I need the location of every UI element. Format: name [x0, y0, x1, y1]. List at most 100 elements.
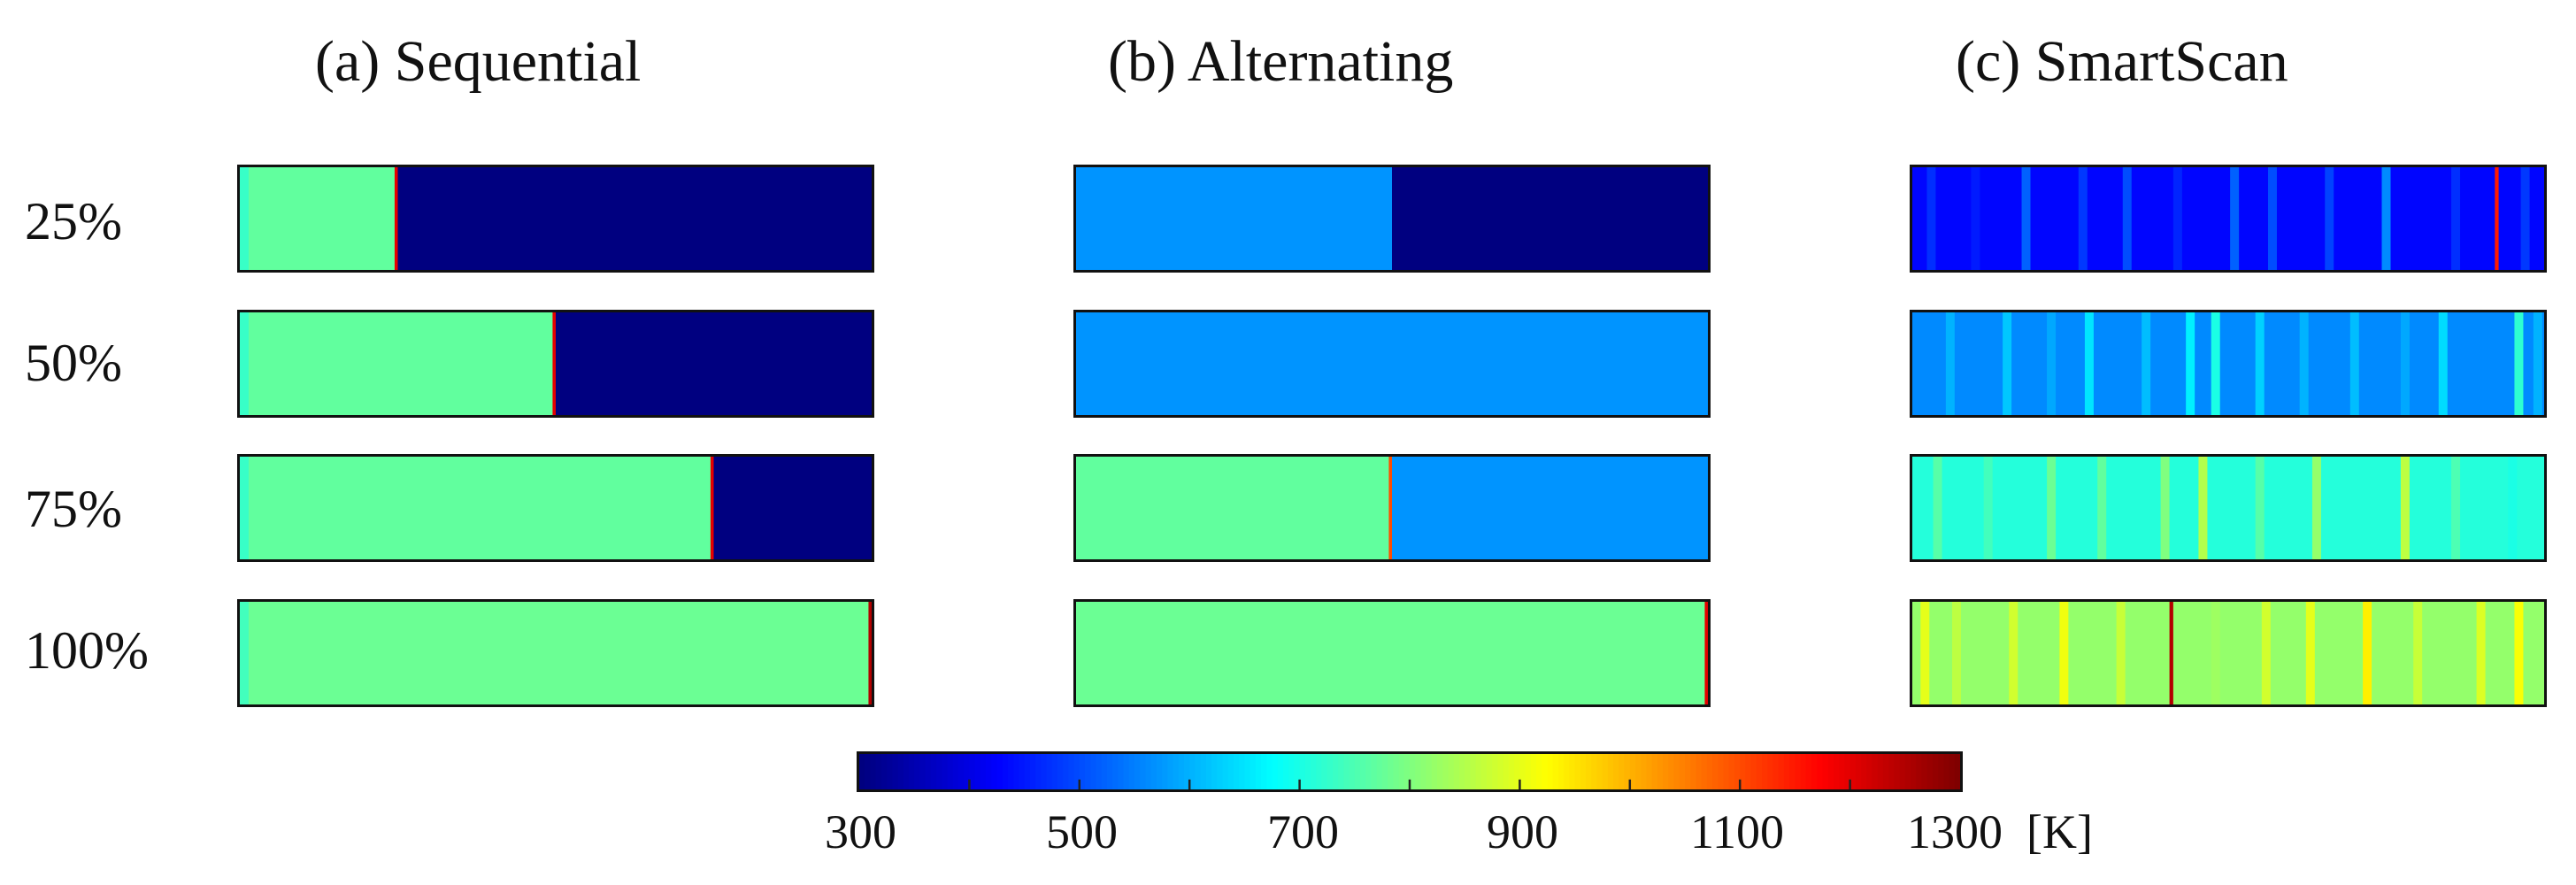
scan-stripe	[2451, 457, 2461, 559]
colorbar-segment	[1519, 754, 1526, 789]
colorbar-segment	[1403, 754, 1411, 789]
colorbar-segment	[1552, 754, 1559, 789]
colorbar-segment	[1458, 754, 1465, 789]
colorbar-segment	[1827, 754, 1834, 789]
colorbar-segment	[1619, 754, 1626, 789]
colorbar-segment	[1145, 754, 1152, 789]
colorbar-segment	[1029, 754, 1036, 789]
colorbar-segment	[1101, 754, 1108, 789]
start-edge-region	[240, 167, 249, 270]
sequential-map-50	[240, 312, 872, 415]
colorbar-segment	[1123, 754, 1130, 789]
colorbar-segment	[1861, 754, 1868, 789]
colorbar-segment	[1250, 754, 1257, 789]
sequential-strip-50	[237, 310, 874, 418]
smartscan-map-75	[1912, 457, 2544, 559]
scan-stripe	[2400, 312, 2410, 415]
colorbar-segment	[887, 754, 894, 789]
smartscan-strip-100	[1910, 599, 2547, 707]
colorbar-segment	[1233, 754, 1240, 789]
sequential-map-25	[240, 167, 872, 270]
colorbar-segment	[947, 754, 954, 789]
colorbar-segment	[1294, 754, 1301, 789]
colorbar-segment	[1332, 754, 1339, 789]
colorbar-segment	[1244, 754, 1251, 789]
scanned-region	[240, 602, 872, 704]
alternating-map-50	[1076, 312, 1708, 415]
scan-stripe	[1926, 167, 1936, 270]
colorbar-tick-1300: 1300	[1907, 805, 2003, 858]
colorbar-segment	[1701, 754, 1708, 789]
colorbar-segment	[1872, 754, 1879, 789]
colorbar-segment	[1415, 754, 1422, 789]
scan-stripe	[1971, 167, 1980, 270]
alternating-map-25	[1076, 167, 1708, 270]
colorbar-segment	[1096, 754, 1103, 789]
scan-stripe	[2261, 602, 2271, 704]
colorbar-segment	[1013, 754, 1020, 789]
colorbar-segment	[1156, 754, 1163, 789]
colorbar-segment	[1789, 754, 1796, 789]
colorbar-segment	[1299, 754, 1306, 789]
scan-stripe	[2305, 602, 2315, 704]
scan-stripe	[2172, 167, 2182, 270]
scan-stripe	[2116, 602, 2126, 704]
colorbar-segment	[1745, 754, 1752, 789]
colorbar-segment	[1211, 754, 1219, 789]
scan-stripe	[2311, 457, 2321, 559]
colorbar-segment	[1696, 754, 1703, 789]
colorbar-segment	[1712, 754, 1719, 789]
row-label-100: 100%	[25, 621, 149, 680]
colorbar-segment	[1343, 754, 1350, 789]
colorbar-segment	[1718, 754, 1725, 789]
colorbar-segment	[1470, 754, 1477, 789]
temperature-colorbar	[857, 751, 1963, 792]
colorbar-segment	[1376, 754, 1383, 789]
row-label-50: 50%	[25, 334, 122, 392]
colorbar-segment	[1574, 754, 1581, 789]
colorbar-segment	[1282, 754, 1289, 789]
scan-stripe	[2533, 312, 2542, 415]
colorbar-segment	[986, 754, 993, 789]
colorbar-gradient	[859, 754, 1960, 789]
colorbar-segment	[1288, 754, 1296, 789]
row-label-25: 25%	[25, 192, 122, 250]
colorbar-segment	[1349, 754, 1356, 789]
base-region	[1912, 457, 2544, 559]
left-region	[1076, 457, 1392, 559]
colorbar-segment	[1437, 754, 1444, 789]
colorbar-segment	[1195, 754, 1202, 789]
scan-stripe	[2021, 167, 2031, 270]
scan-stripe	[2438, 312, 2448, 415]
colorbar-segment	[1134, 754, 1141, 789]
colorbar-segment	[1536, 754, 1543, 789]
sequential-map-75	[240, 457, 872, 559]
colorbar-segment	[1410, 754, 1416, 789]
colorbar-segment	[1596, 754, 1603, 789]
colorbar-segment	[1728, 754, 1735, 789]
colorbar-segment	[1629, 754, 1636, 789]
colorbar-segment	[1112, 754, 1119, 789]
colorbar-segment	[1783, 754, 1790, 789]
colorbar-segment	[1795, 754, 1802, 789]
colorbar-segment	[1679, 754, 1686, 789]
start-edge-region	[240, 457, 249, 559]
scan-stripe	[2169, 602, 2173, 704]
base-region	[1912, 602, 2544, 704]
hot-spot-mark	[868, 602, 872, 704]
colorbar-segment	[1772, 754, 1780, 789]
colorbar-segment	[1046, 754, 1053, 789]
colorbar-segment	[1442, 754, 1449, 789]
colorbar-segment	[1492, 754, 1499, 789]
colorbar-segment	[1663, 754, 1670, 789]
colorbar-tick-900: 900	[1487, 805, 1558, 858]
colorbar-segment	[1205, 754, 1212, 789]
colorbar-segment	[1800, 754, 1807, 789]
hot-spot-mark	[1704, 602, 1708, 704]
colorbar-segment	[1277, 754, 1284, 789]
colorbar-segment	[1706, 754, 1713, 789]
scan-stripe	[2267, 167, 2277, 270]
colorbar-segment	[1227, 754, 1234, 789]
colorbar-segment	[919, 754, 927, 789]
colorbar-segment	[880, 754, 888, 789]
